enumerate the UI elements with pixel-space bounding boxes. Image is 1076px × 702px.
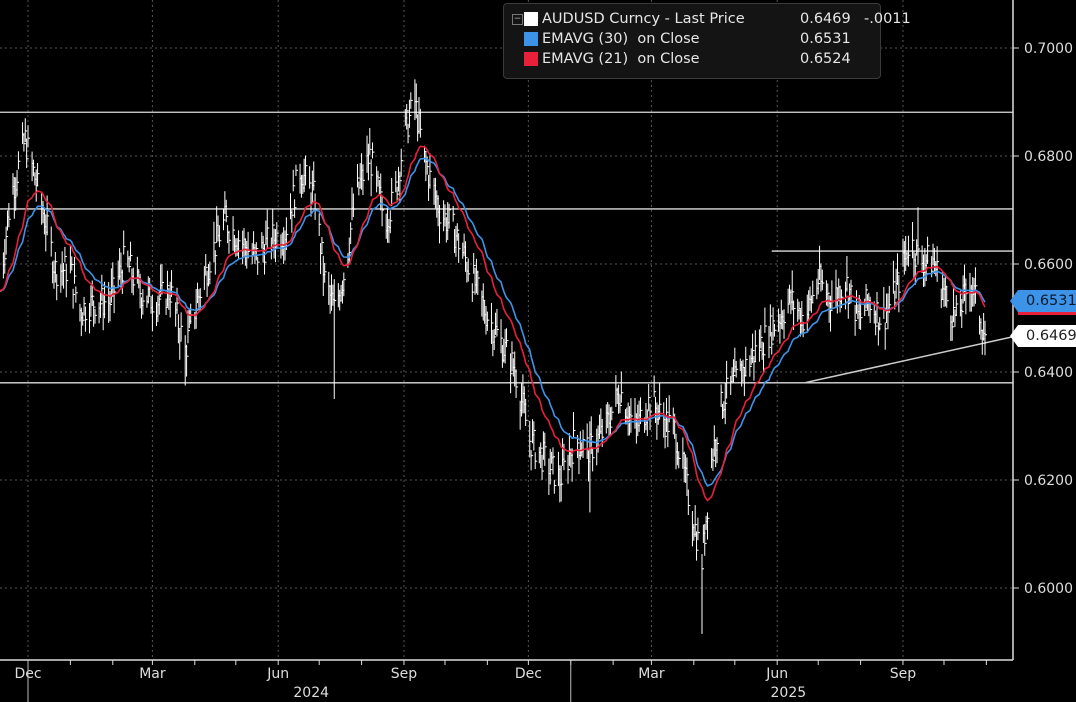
legend-item-ema30: EMAVG (30) on Close 0.6531 xyxy=(542,29,851,49)
x-tick-label: Mar xyxy=(139,666,166,682)
legend-swatch-ema21 xyxy=(524,52,538,66)
legend-label: EMAVG (21) on Close xyxy=(542,51,700,67)
legend-item-ema21: EMAVG (21) on Close 0.6524 xyxy=(542,49,851,69)
legend-value: 0.6524 xyxy=(800,51,851,67)
y-tick-label: 0.6800 xyxy=(1024,149,1073,165)
x-tick-label: Dec xyxy=(515,666,542,682)
legend-label: EMAVG (30) on Close xyxy=(542,31,700,47)
year-label: 2025 xyxy=(771,685,807,701)
y-tick-label: 0.6200 xyxy=(1024,473,1073,489)
collapse-icon[interactable]: − xyxy=(512,14,523,25)
y-tick-label: 0.6400 xyxy=(1024,365,1073,381)
legend-change: -.0011 xyxy=(864,11,911,27)
legend-swatch-ema30 xyxy=(524,32,538,46)
legend-swatch-price xyxy=(524,12,538,26)
legend-value: 0.6469 xyxy=(800,11,851,27)
y-tick-label: 0.7000 xyxy=(1024,41,1073,57)
y-tick-label: 0.6000 xyxy=(1024,581,1073,597)
legend: − AUDUSD Curncy - Last Price 0.6469 -.00… xyxy=(503,3,911,79)
x-tick-label: Jun xyxy=(266,666,289,682)
trendline xyxy=(804,336,1013,384)
x-tick-label: Mar xyxy=(638,666,665,682)
y-tick-label: 0.6600 xyxy=(1024,257,1073,273)
ema30-price-tag: 0.6531 xyxy=(1010,290,1076,315)
year-label: 2024 xyxy=(293,685,329,701)
x-tick-label: Sep xyxy=(391,666,418,682)
last-price-tag: 0.6469 xyxy=(1010,325,1076,347)
ema30-line xyxy=(0,157,986,487)
x-tick-label: Jun xyxy=(765,666,788,682)
legend-item-price: AUDUSD Curncy - Last Price 0.6469 -.0011 xyxy=(542,9,911,29)
x-tick-label: Sep xyxy=(890,666,917,682)
ema21-line xyxy=(0,145,986,502)
legend-label: AUDUSD Curncy - Last Price xyxy=(542,11,745,27)
legend-value: 0.6531 xyxy=(800,31,851,47)
